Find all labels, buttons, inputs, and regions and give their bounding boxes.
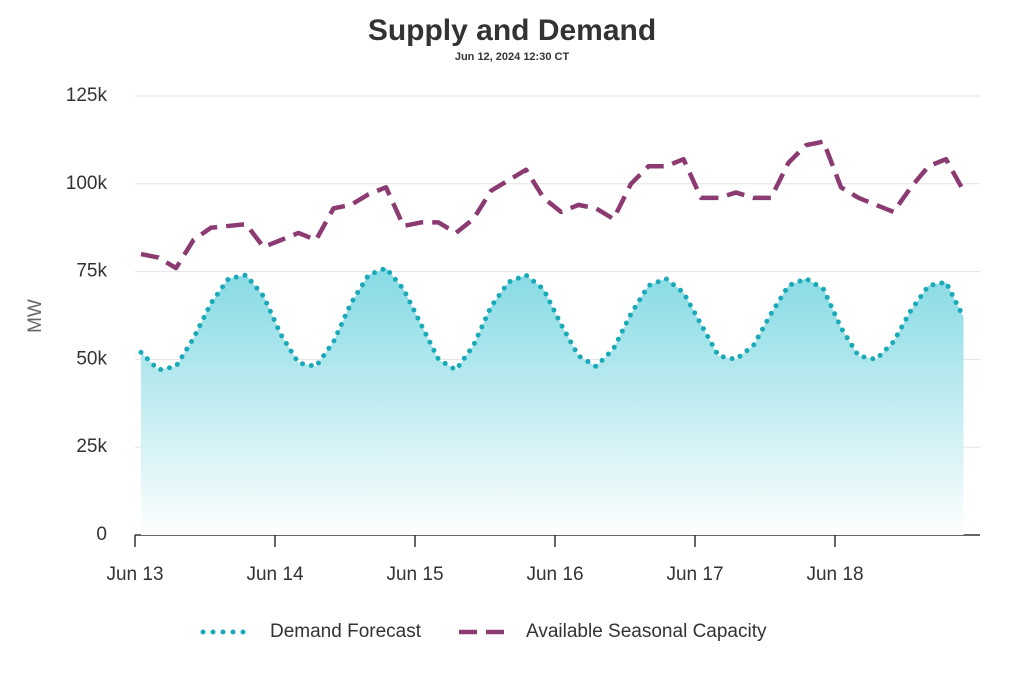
y-axis-label: MW	[25, 299, 46, 333]
y-tick-label: 0	[96, 524, 107, 545]
legend-label: Available Seasonal Capacity	[526, 621, 767, 642]
legend-label: Demand Forecast	[270, 621, 422, 642]
x-tick-label: Jun 18	[806, 564, 863, 585]
x-tick-label: Jun 13	[106, 564, 163, 585]
line	[138, 265, 966, 373]
x-tick-label: Jun 17	[666, 564, 723, 585]
y-tick-label: 25k	[76, 436, 107, 457]
y-tick-label: 50k	[76, 348, 107, 369]
y-tick-label: 125k	[66, 85, 108, 106]
area	[141, 268, 964, 535]
y-tick-label: 100k	[66, 173, 108, 194]
line	[140, 139, 966, 271]
y-tick-label: 75k	[76, 261, 107, 282]
chart-subtitle: Jun 12, 2024 12:30 CT	[455, 51, 570, 63]
chart-title: Supply and Demand	[368, 14, 656, 47]
x-tick-label: Jun 16	[526, 564, 583, 585]
x-tick-label: Jun 15	[386, 564, 443, 585]
x-tick-label: Jun 14	[246, 564, 303, 585]
